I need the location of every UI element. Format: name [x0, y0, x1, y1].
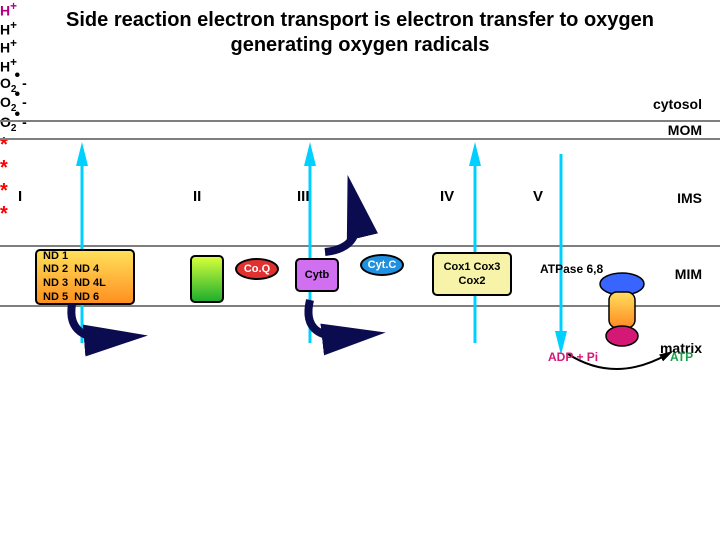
cytb-box: Cytb [295, 258, 339, 292]
cytc: Cyt.C [360, 254, 404, 276]
o2a: O [0, 75, 11, 91]
label-mim: MIM [675, 266, 702, 282]
cytb-text: Cytb [305, 269, 329, 281]
t3: H [0, 59, 10, 75]
o2-matrix-I: O2•- [0, 94, 720, 114]
label-mom: MOM [668, 122, 702, 138]
cox-box: Cox1 Cox3 Cox2 [432, 252, 512, 296]
o2-curve-ims [320, 200, 390, 255]
o2cd: - [22, 114, 27, 130]
atp-label: ATP [670, 350, 693, 364]
adp-label: ADP + Pi [548, 350, 598, 364]
o2-matrix-III: O2•- [0, 114, 720, 134]
arrow-V [556, 150, 566, 345]
complex-IV: IV [440, 188, 454, 205]
label-cytosol: cytosol [653, 96, 702, 112]
coq: Co.Q [235, 258, 279, 280]
atp-synthase-icon [595, 272, 650, 362]
complex-V: V [533, 188, 543, 205]
o2c: O [0, 114, 11, 130]
o2ad: - [22, 75, 27, 91]
complex-II-box [190, 255, 224, 303]
cox-bot: Cox2 [459, 274, 486, 288]
complex-I-box: ND 1 ND 2 ND 3 ND 5 ND 4 ND 4L ND 6 [35, 249, 135, 305]
mom-top-line [0, 120, 720, 122]
o2bd: - [22, 94, 27, 110]
complex-II: II [193, 188, 201, 205]
nd-right: ND 4 ND 4L ND 6 [74, 250, 106, 305]
o2-curve-matrix-I [60, 302, 135, 347]
arrow-IV [470, 150, 480, 345]
star-III: * [0, 157, 720, 180]
o2-ims: O2•- [0, 75, 720, 95]
label-ims: IMS [677, 190, 702, 206]
cox-top: Cox1 Cox3 [444, 260, 501, 274]
page-title: Side reaction electron transport is elec… [0, 8, 720, 58]
complex-I: I [18, 188, 22, 205]
atpase-label: ATPase 6,8 [540, 262, 603, 276]
o2cs: 2 [11, 123, 17, 134]
hplus-IV-bot: H+ [0, 56, 720, 75]
mom-bot-line [0, 138, 720, 140]
nd-left: ND 1 ND 2 ND 3 ND 5 [43, 250, 68, 305]
o2-curve-matrix-III [296, 298, 371, 346]
o2b: O [0, 94, 11, 110]
